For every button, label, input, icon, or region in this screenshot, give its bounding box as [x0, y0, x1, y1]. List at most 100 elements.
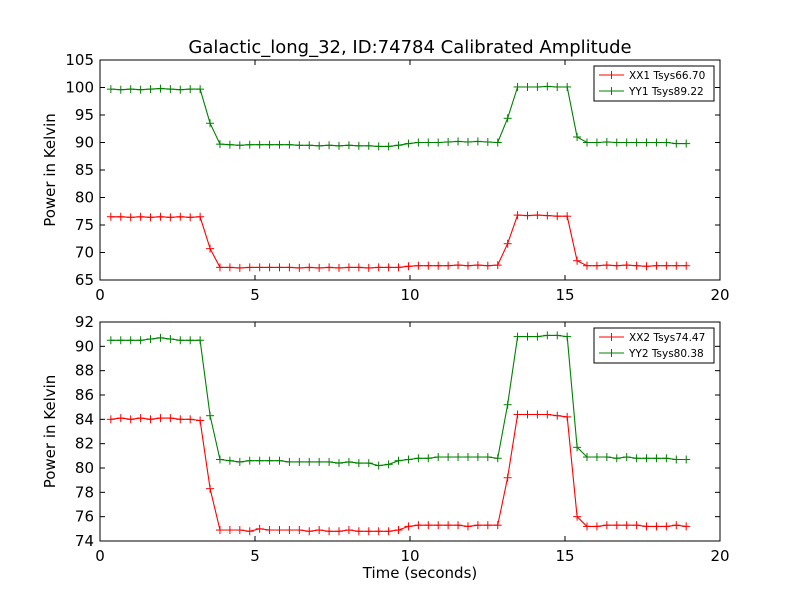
data-point-marker: [156, 414, 165, 423]
legend-box: [593, 327, 715, 364]
data-point-marker: [285, 457, 294, 466]
data-point-marker: [136, 414, 145, 423]
data-point-marker: [295, 457, 304, 466]
data-point-marker: [315, 457, 324, 466]
data-point-marker: [166, 414, 175, 423]
data-point-marker: [374, 527, 383, 536]
data-point-marker: [275, 456, 284, 465]
y-tick-label: 105: [65, 51, 94, 69]
data-point-marker: [682, 139, 691, 148]
data-point-marker: [652, 522, 661, 531]
data-point-marker: [335, 459, 344, 468]
data-point-marker: [404, 455, 413, 464]
data-point-marker: [215, 263, 224, 272]
data-point-marker: [166, 335, 175, 344]
data-point-marker: [632, 521, 641, 530]
y-axis-label: Power in Kelvin: [41, 375, 59, 489]
data-point-marker: [444, 137, 453, 146]
y-tick-label: 75: [75, 216, 94, 234]
data-point-marker: [473, 453, 482, 462]
data-point-marker: [215, 526, 224, 535]
data-point-marker: [682, 522, 691, 531]
x-tick-label: 15: [555, 286, 574, 304]
data-point-marker: [156, 212, 165, 221]
data-point-marker: [483, 521, 492, 530]
data-point-marker: [503, 114, 512, 123]
data-point-marker: [414, 454, 423, 463]
data-point-marker: [533, 82, 542, 91]
data-point-marker: [493, 138, 502, 147]
data-point-marker: [344, 457, 353, 466]
data-point-marker: [622, 453, 631, 462]
y-tick-label: 95: [75, 106, 94, 124]
data-point-marker: [196, 336, 205, 345]
data-point-marker: [206, 244, 215, 253]
data-point-marker: [573, 512, 582, 521]
data-point-marker: [156, 84, 165, 93]
data-point-marker: [295, 526, 304, 535]
data-point-marker: [424, 521, 433, 530]
x-tick-label: 20: [710, 286, 729, 304]
data-point-marker: [573, 443, 582, 452]
data-point-marker: [483, 261, 492, 270]
data-point-marker: [335, 263, 344, 272]
data-point-marker: [454, 521, 463, 530]
data-point-marker: [146, 85, 155, 94]
y-tick-label: 90: [75, 337, 94, 355]
data-point-marker: [404, 139, 413, 148]
data-point-marker: [503, 400, 512, 409]
data-point-marker: [444, 261, 453, 270]
data-point-marker: [384, 460, 393, 469]
data-point-marker: [384, 142, 393, 151]
data-point-marker: [206, 119, 215, 128]
data-point-marker: [255, 140, 264, 149]
data-point-marker: [126, 213, 135, 222]
data-point-marker: [186, 213, 195, 222]
data-point-marker: [394, 456, 403, 465]
data-point-marker: [533, 332, 542, 341]
y-tick-label: 92: [75, 313, 94, 331]
data-point-marker: [176, 212, 185, 221]
data-point-marker: [622, 261, 631, 270]
data-point-marker: [533, 410, 542, 419]
data-point-marker: [434, 521, 443, 530]
data-point-marker: [354, 527, 363, 536]
data-point-marker: [374, 263, 383, 272]
data-point-marker: [166, 213, 175, 222]
data-point-marker: [275, 263, 284, 272]
legend: XX1 Tsys66.70 YY1 Tsys89.22: [593, 65, 715, 102]
data-point-marker: [414, 261, 423, 270]
x-axis-label: Time (seconds): [362, 564, 478, 582]
data-point-marker: [116, 85, 125, 94]
y-tick-label: 76: [75, 508, 94, 526]
data-point-marker: [245, 140, 254, 149]
data-point-marker: [463, 522, 472, 531]
data-point-marker: [672, 455, 681, 464]
data-point-marker: [662, 522, 671, 531]
data-point-marker: [305, 263, 314, 272]
data-point-marker: [483, 137, 492, 146]
data-point-marker: [523, 410, 532, 419]
x-tick-label: 5: [250, 547, 260, 565]
data-point-marker: [602, 137, 611, 146]
data-point-marker: [573, 256, 582, 265]
data-point-marker: [533, 211, 542, 220]
data-point-marker: [602, 521, 611, 530]
data-point-marker: [245, 527, 254, 536]
legend-label: XX2 Tsys74.47: [629, 332, 705, 344]
data-point-marker: [354, 459, 363, 468]
data-point-marker: [315, 263, 324, 272]
data-point-marker: [414, 521, 423, 530]
legend-box: [593, 65, 715, 102]
data-point-marker: [106, 85, 115, 94]
data-point-marker: [503, 239, 512, 248]
x-tick-label: 10: [400, 286, 419, 304]
y-tick-label: 70: [75, 244, 94, 262]
data-point-marker: [513, 332, 522, 341]
data-point-marker: [682, 261, 691, 270]
data-point-marker: [592, 522, 601, 531]
data-point-marker: [672, 261, 681, 270]
data-point-marker: [612, 454, 621, 463]
data-point-marker: [106, 212, 115, 221]
data-point-marker: [335, 141, 344, 150]
